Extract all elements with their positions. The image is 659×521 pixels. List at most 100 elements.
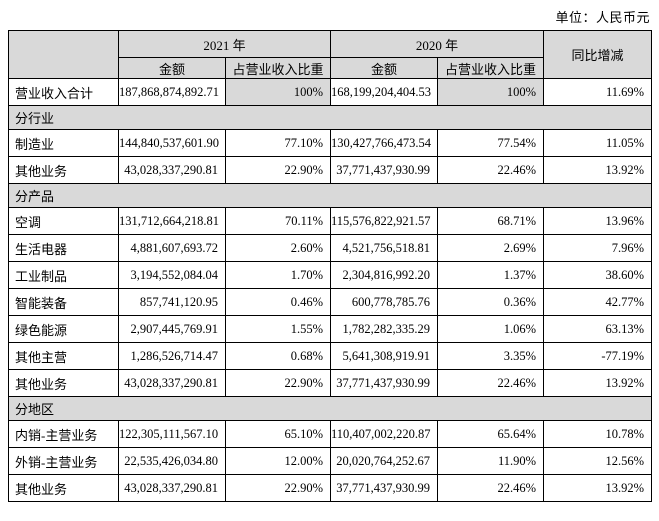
amount-2020: 37,771,437,930.99 bbox=[330, 156, 439, 184]
share-2020: 22.46% bbox=[437, 156, 545, 184]
header-share-2020: 占营业收入比重 bbox=[437, 57, 545, 79]
amount-2020: 37,771,437,930.99 bbox=[330, 369, 439, 397]
share-2021: 100% bbox=[224, 78, 332, 106]
table-row: 空调 131,712,664,218.81 70.11% 115,576,822,92… bbox=[8, 207, 653, 235]
table-row: 工业制品 3,194,552,084.04 1.70% 2,304,816,992.2… bbox=[8, 261, 653, 289]
row-label: 空调 bbox=[8, 207, 119, 235]
row-label: 绿色能源 bbox=[8, 315, 119, 343]
header-year-2020: 2020 年 bbox=[330, 30, 545, 58]
amount-2021: 43,028,337,290.81 bbox=[118, 156, 226, 184]
share-2020: 2.69% bbox=[437, 234, 545, 262]
share-2020: 77.54% bbox=[437, 129, 545, 157]
amount-2021: 4,881,607,693.72 bbox=[118, 234, 226, 262]
row-label: 生活电器 bbox=[8, 234, 119, 262]
yoy-change: 42.77% bbox=[543, 288, 653, 316]
table-row: 绿色能源 2,907,445,769.91 1.55% 1,782,282,335.2… bbox=[8, 315, 653, 343]
amount-2020: 37,771,437,930.99 bbox=[330, 474, 439, 502]
row-label: 其他业务 bbox=[8, 156, 119, 184]
amount-2021: 144,840,537,601.90 bbox=[118, 129, 226, 157]
table-row: 营业收入合计 187,868,874,892.71 100% 168,199,204,… bbox=[8, 78, 653, 106]
table-body: 营业收入合计 187,868,874,892.71 100% 168,199,204,… bbox=[7, 78, 653, 502]
header-year-2021: 2021 年 bbox=[117, 30, 332, 58]
share-2021: 22.90% bbox=[224, 474, 332, 502]
amount-2020: 600,778,785.76 bbox=[330, 288, 439, 316]
amount-2021: 1,286,526,714.47 bbox=[118, 342, 226, 370]
share-2021: 77.10% bbox=[224, 129, 332, 157]
header-share-2021: 占营业收入比重 bbox=[224, 57, 332, 79]
amount-2021: 857,741,120.95 bbox=[118, 288, 226, 316]
section-row: 分产品 bbox=[7, 183, 653, 208]
share-2021: 65.10% bbox=[224, 420, 332, 448]
table-row: 智能装备 857,741,120.95 0.46% 600,778,785.76 0.3… bbox=[8, 288, 653, 316]
unit-note: 单位：人民币元 bbox=[555, 10, 650, 25]
amount-2021: 22,535,426,034.80 bbox=[118, 447, 226, 475]
share-2021: 2.60% bbox=[224, 234, 332, 262]
yoy-change: 11.05% bbox=[543, 129, 653, 157]
revenue-table: 2021 年 2020 年 同比增减 金额 占营业收入比重 金额 占营业收入比重… bbox=[7, 30, 653, 502]
yoy-change: -77.19% bbox=[543, 342, 653, 370]
table-row: 其他业务 43,028,337,290.81 22.90% 37,771,437,93… bbox=[8, 474, 653, 502]
amount-2020: 5,641,308,919.91 bbox=[330, 342, 439, 370]
share-2021: 22.90% bbox=[224, 369, 332, 397]
yoy-change: 11.69% bbox=[543, 78, 653, 106]
amount-2020: 2,304,816,992.20 bbox=[330, 261, 439, 289]
header-row-measures: 金额 占营业收入比重 金额 占营业收入比重 bbox=[9, 57, 652, 79]
row-label: 其他业务 bbox=[8, 474, 119, 502]
row-label: 内销-主营业务 bbox=[8, 420, 119, 448]
amount-2021: 3,194,552,084.04 bbox=[118, 261, 226, 289]
share-2021: 1.55% bbox=[224, 315, 332, 343]
amount-2021: 2,907,445,769.91 bbox=[118, 315, 226, 343]
amount-2021: 187,868,874,892.71 bbox=[118, 78, 226, 106]
amount-2020: 110,407,002,220.87 bbox=[330, 420, 439, 448]
amount-2021: 131,712,664,218.81 bbox=[118, 207, 226, 235]
header-yoy-change: 同比增减 bbox=[543, 30, 653, 79]
row-label: 智能装备 bbox=[8, 288, 119, 316]
row-label: 其他业务 bbox=[8, 369, 119, 397]
yoy-change: 13.92% bbox=[543, 369, 653, 397]
table-row: 生活电器 4,881,607,693.72 2.60% 4,521,756,518.8… bbox=[8, 234, 653, 262]
section-row: 分行业 bbox=[7, 105, 653, 130]
amount-2021: 43,028,337,290.81 bbox=[118, 474, 226, 502]
amount-2020: 20,020,764,252.67 bbox=[330, 447, 439, 475]
header-row-years: 2021 年 2020 年 同比增减 bbox=[8, 30, 653, 79]
row-label: 其他主营 bbox=[8, 342, 119, 370]
share-2021: 0.68% bbox=[224, 342, 332, 370]
share-2020: 0.36% bbox=[437, 288, 545, 316]
share-2021: 22.90% bbox=[224, 156, 332, 184]
yoy-change: 63.13% bbox=[543, 315, 653, 343]
share-2020: 22.46% bbox=[437, 474, 545, 502]
row-label: 营业收入合计 bbox=[8, 78, 119, 106]
yoy-change: 13.92% bbox=[543, 156, 653, 184]
table-row: 外销-主营业务 22,535,426,034.80 12.00% 20,020,764… bbox=[8, 447, 653, 475]
row-label: 外销-主营业务 bbox=[8, 447, 119, 475]
share-2021: 1.70% bbox=[224, 261, 332, 289]
share-2020: 1.37% bbox=[437, 261, 545, 289]
share-2020: 1.06% bbox=[437, 315, 545, 343]
section-label: 分地区 bbox=[7, 396, 653, 421]
share-2021: 0.46% bbox=[224, 288, 332, 316]
table-row: 其他主营 1,286,526,714.47 0.68% 5,641,308,919.9… bbox=[8, 342, 653, 370]
header-amount-2020: 金额 bbox=[330, 57, 439, 79]
row-label: 制造业 bbox=[8, 129, 119, 157]
yoy-change: 13.96% bbox=[543, 207, 653, 235]
header-amount-2021: 金额 bbox=[118, 57, 226, 79]
share-2021: 12.00% bbox=[224, 447, 332, 475]
yoy-change: 12.56% bbox=[543, 447, 653, 475]
yoy-change: 10.78% bbox=[543, 420, 653, 448]
share-2020: 100% bbox=[437, 78, 545, 106]
section-label: 分产品 bbox=[7, 183, 653, 208]
section-label: 分行业 bbox=[7, 105, 653, 130]
row-label: 工业制品 bbox=[8, 261, 119, 289]
amount-2020: 4,521,756,518.81 bbox=[330, 234, 439, 262]
header-empty-cell bbox=[8, 30, 119, 79]
table-row: 其他业务 43,028,337,290.81 22.90% 37,771,437,93… bbox=[8, 156, 653, 184]
amount-2021: 122,305,111,567.10 bbox=[118, 420, 226, 448]
share-2020: 3.35% bbox=[437, 342, 545, 370]
share-2020: 22.46% bbox=[437, 369, 545, 397]
yoy-change: 38.60% bbox=[543, 261, 653, 289]
share-2020: 65.64% bbox=[437, 420, 545, 448]
section-row: 分地区 bbox=[7, 396, 653, 421]
amount-2021: 43,028,337,290.81 bbox=[118, 369, 226, 397]
amount-2020: 168,199,204,404.53 bbox=[330, 78, 439, 106]
share-2020: 11.90% bbox=[437, 447, 545, 475]
